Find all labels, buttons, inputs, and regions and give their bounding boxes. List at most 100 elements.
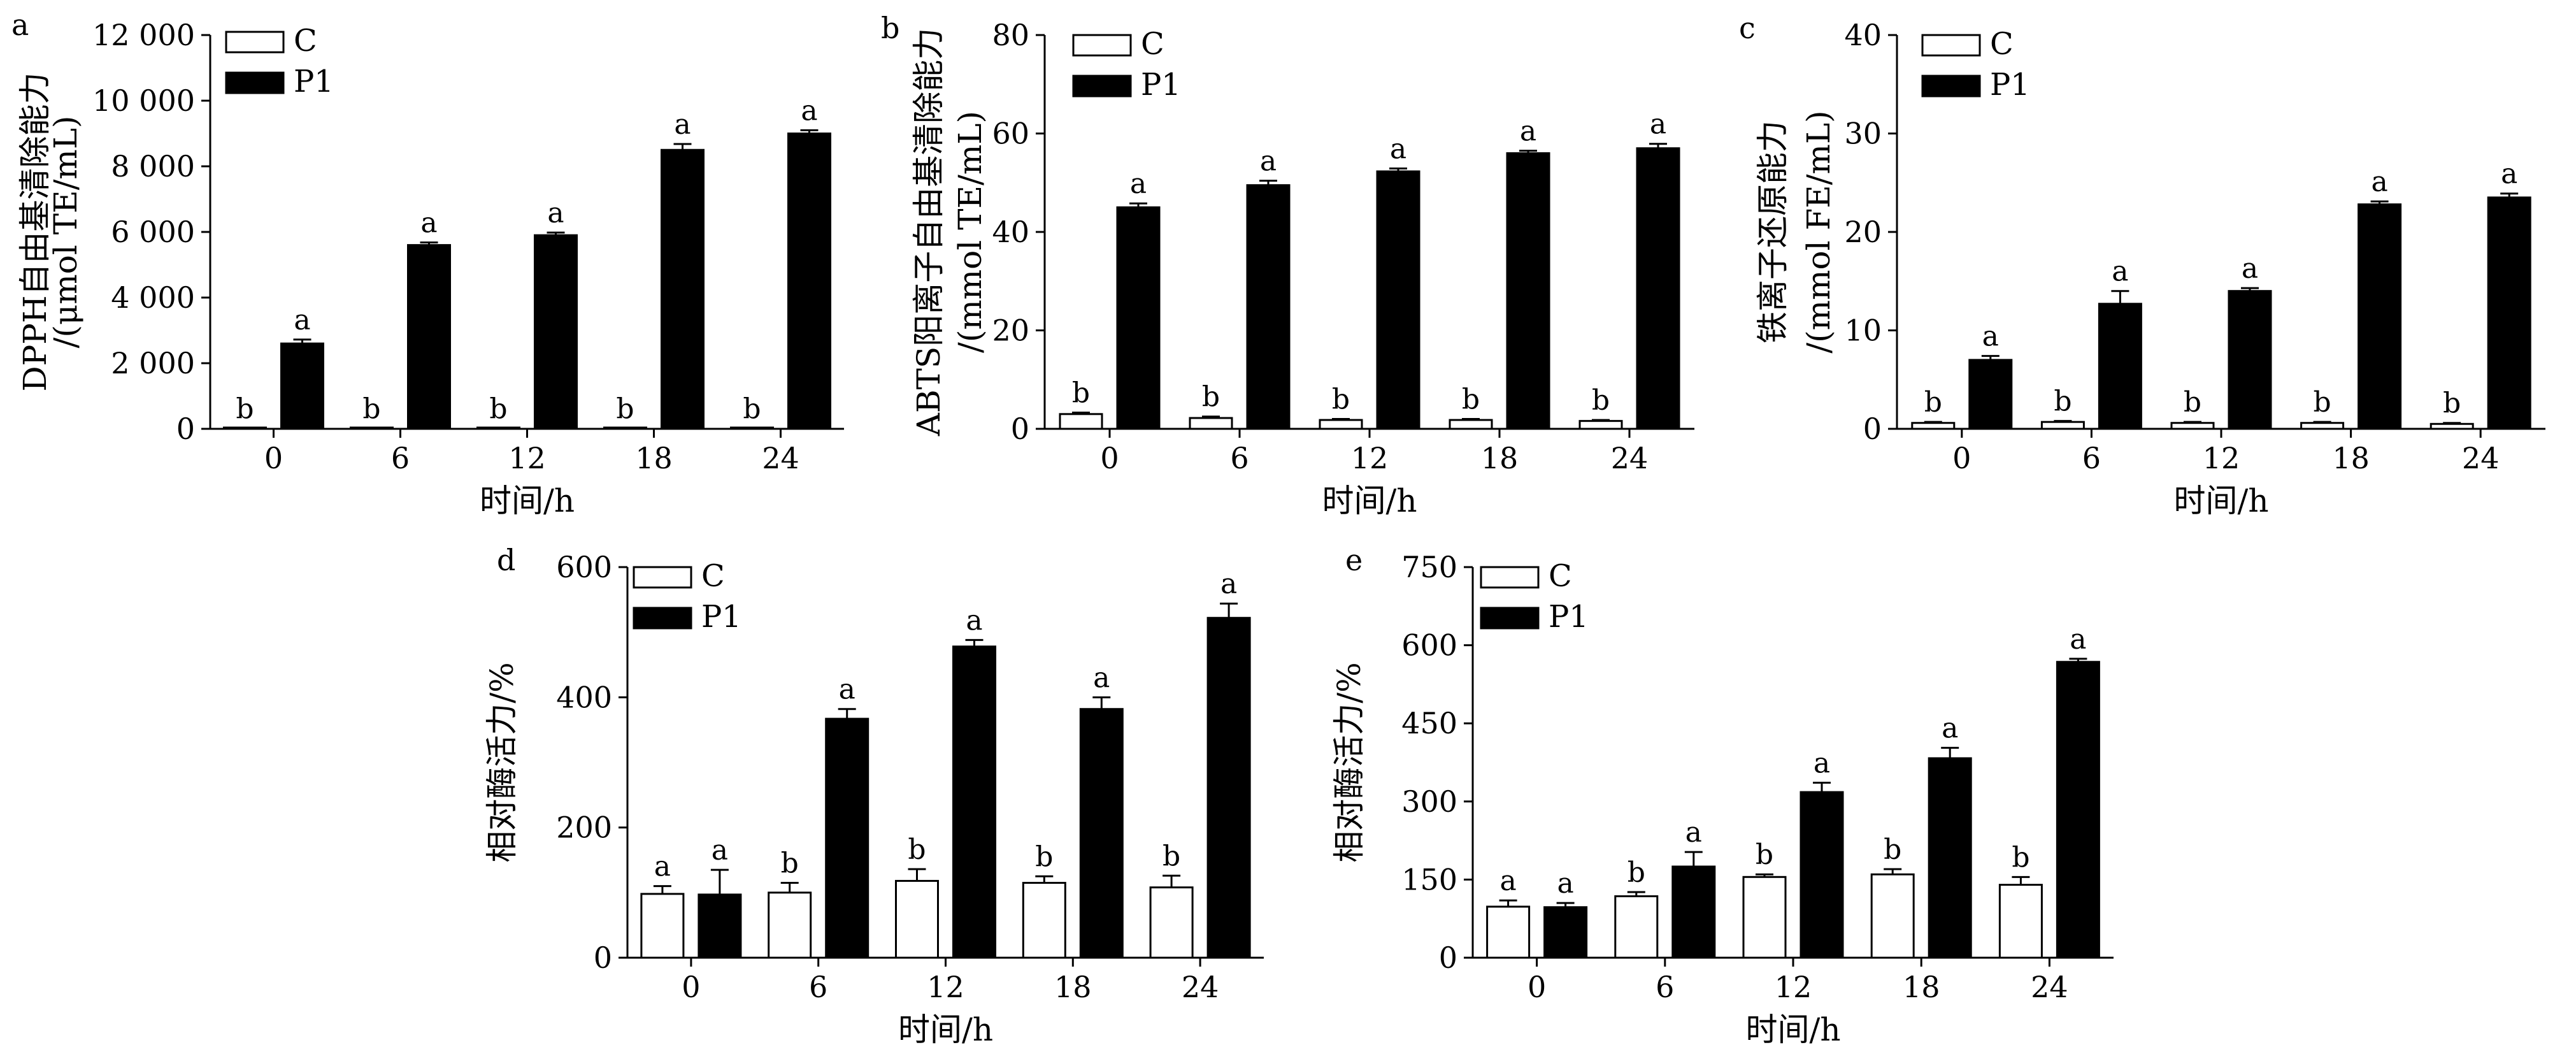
x-tick-label: 6 [391, 441, 410, 475]
significance-label: b [1462, 384, 1480, 416]
x-tick-label: 6 [1230, 441, 1249, 475]
y-axis-unit: /(μmol TE/mL) [47, 115, 84, 348]
significance-label: b [743, 393, 761, 425]
treated-bar [2358, 203, 2402, 430]
y-tick-label: 12 000 [92, 18, 195, 52]
x-tick-label: 24 [762, 441, 799, 475]
panel-letter: a [11, 8, 29, 42]
control-bar [1870, 873, 1915, 959]
legend-swatch-treated [1480, 607, 1540, 630]
x-tick-label: 18 [635, 441, 673, 475]
legend-label-control: C [1549, 558, 1572, 594]
significance-label: a [2242, 252, 2258, 285]
significance-label: b [1924, 386, 1942, 419]
x-tick-label: 24 [2031, 970, 2068, 1004]
control-bar [1742, 876, 1787, 959]
legend-swatch-treated [225, 71, 285, 94]
x-tick-label: 0 [264, 441, 283, 475]
significance-label: a [1685, 816, 1702, 849]
significance-label: b [1072, 377, 1090, 410]
significance-label: a [547, 197, 564, 229]
treated-bar [1079, 708, 1124, 959]
legend-swatch-treated [1072, 75, 1132, 97]
control-bar [1449, 419, 1493, 430]
treated-bar [2487, 196, 2531, 430]
x-tick-label: 24 [2462, 441, 2500, 475]
significance-label: a [712, 834, 728, 867]
treated-bar [1116, 206, 1161, 430]
y-tick-label: 10 000 [92, 83, 195, 118]
legend-swatch-control [1072, 34, 1132, 57]
control-bar [1578, 420, 1623, 430]
control-bar [1022, 882, 1066, 959]
panel-d-chart: 0 200 400 600 0 a a 6 b a 12 b a 18 b a 24 b a 时间/h 相对酶活力/% d… [483, 543, 1264, 1045]
significance-label: b [489, 393, 507, 425]
significance-label: b [1592, 384, 1610, 417]
x-axis-title: 时间/h [2173, 482, 2268, 519]
significance-label: b [1332, 384, 1350, 416]
significance-label: b [2184, 386, 2201, 419]
panel-letter: b [881, 11, 899, 45]
y-axis-title: 铁离子还原能力 [1754, 120, 1791, 343]
x-tick-label: 0 [1952, 441, 1971, 475]
legend-swatch-treated [633, 607, 692, 630]
treated-bar [1506, 152, 1550, 430]
significance-label: b [1163, 840, 1180, 872]
x-tick-label: 18 [1903, 970, 1940, 1004]
significance-label: b [2012, 841, 2029, 874]
significance-label: a [801, 94, 817, 127]
treated-bar [698, 893, 742, 959]
x-tick-label: 6 [2082, 441, 2101, 475]
legend-label-control: C [1990, 26, 2014, 62]
control-bar [1149, 886, 1194, 959]
x-tick-label: 6 [809, 970, 827, 1004]
significance-label: a [294, 304, 310, 336]
control-bar [350, 426, 394, 430]
x-tick-label: 24 [1611, 441, 1649, 475]
significance-label: a [2112, 256, 2128, 288]
panel-b-chart: 0204060800ba6ba12ba18ba24ba时间/hABTS阳离子自由… [881, 11, 1694, 519]
control-bar [730, 426, 774, 430]
significance-label: b [1628, 856, 1645, 889]
significance-label: a [1650, 108, 1666, 141]
x-tick-label: 12 [2203, 441, 2240, 475]
significance-label: b [236, 393, 254, 425]
y-tick-label: 10 [1844, 314, 1882, 348]
y-tick-label: 6 000 [111, 215, 195, 249]
treated-bar [952, 645, 996, 959]
control-bar [1911, 422, 1956, 430]
control-bar [476, 426, 520, 430]
significance-label: a [1130, 168, 1147, 200]
y-tick-label: 300 [1401, 784, 1457, 819]
x-tick-label: 18 [1054, 970, 1092, 1004]
treated-bar [1206, 617, 1251, 959]
significance-label: b [781, 847, 799, 880]
treated-bar [2228, 290, 2272, 430]
y-tick-label: 0 [1863, 412, 1882, 446]
treated-bar [2098, 303, 2142, 430]
significance-label: a [1520, 115, 1536, 148]
legend-label-treated: P1 [1141, 67, 1181, 103]
x-axis-title: 时间/h [480, 482, 575, 519]
x-tick-label: 0 [1100, 441, 1119, 475]
control-bar [2300, 422, 2345, 430]
y-tick-label: 20 [1844, 215, 1882, 249]
y-tick-label: 8 000 [111, 149, 195, 184]
significance-label: a [1093, 661, 1110, 694]
panel-letter: c [1739, 11, 1756, 45]
treated-bar [1671, 865, 1716, 959]
y-tick-label: 30 [1844, 117, 1882, 151]
y-tick-label: 200 [556, 811, 612, 845]
control-bar [1614, 895, 1659, 959]
significance-label: a [674, 108, 691, 141]
significance-label: a [1814, 747, 1830, 779]
y-axis-unit: /(mmol FE/mL) [1800, 110, 1837, 353]
treated-bar [1636, 147, 1680, 430]
treated-bar [1246, 184, 1291, 430]
legend-label-treated: P1 [1549, 599, 1589, 635]
x-tick-label: 12 [1351, 441, 1389, 475]
control-bar [223, 426, 267, 430]
legend-label-treated: P1 [1990, 67, 2030, 103]
significance-label: b [362, 393, 380, 425]
